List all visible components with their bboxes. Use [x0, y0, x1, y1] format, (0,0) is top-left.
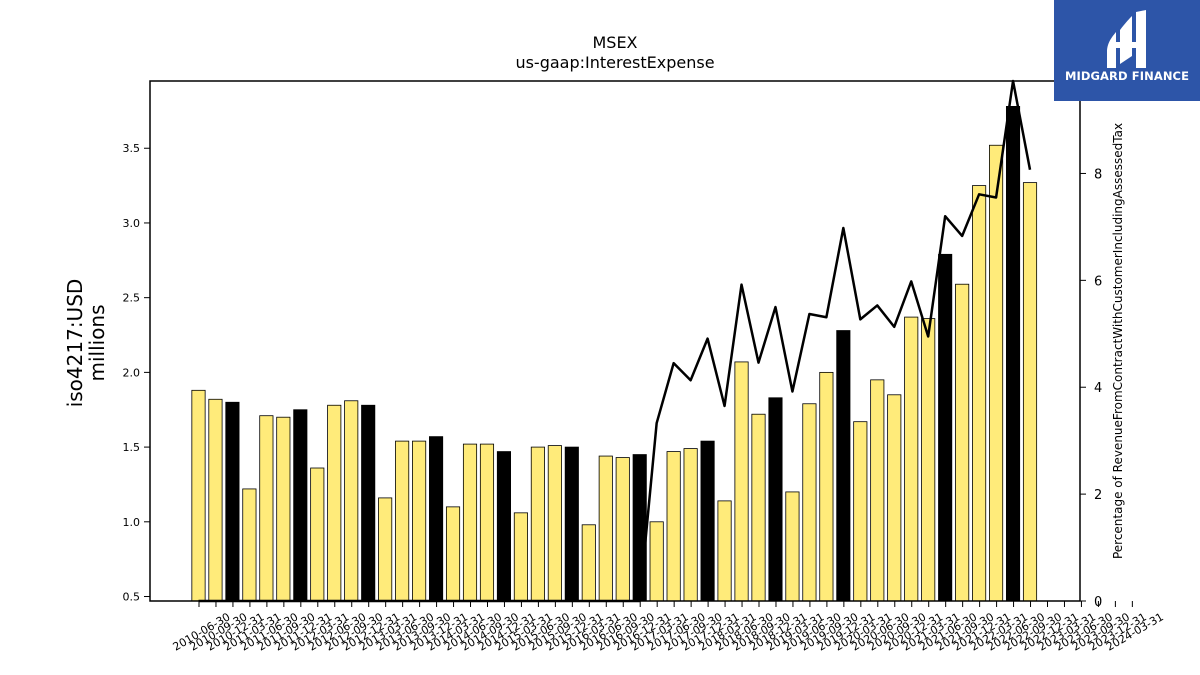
- bar-year-end: [632, 454, 647, 602]
- y2-axis-label: Percentage of RevenueFromContractWithCus…: [1111, 123, 1125, 559]
- y2-tick-label: 4: [1094, 381, 1102, 396]
- bar-year-end: [938, 253, 953, 602]
- chart-subtitle: us-gaap:InterestExpense: [515, 53, 714, 72]
- y-tick-label: 1.0: [123, 516, 141, 529]
- bar: [259, 415, 274, 602]
- bar: [921, 318, 936, 602]
- bar: [989, 144, 1004, 602]
- y-tick-label: 0.5: [123, 591, 141, 604]
- bar: [870, 379, 885, 602]
- y2-tick-label: 2: [1094, 488, 1102, 503]
- plot-frame: [149, 80, 1081, 602]
- y2-tick-label: 8: [1094, 167, 1102, 182]
- y-tick-label: 2.5: [123, 292, 141, 305]
- bar: [666, 451, 681, 602]
- bars: [191, 106, 1038, 602]
- bar: [547, 445, 562, 602]
- bar-year-end: [836, 330, 851, 602]
- bar-year-end: [429, 436, 444, 602]
- bar: [598, 455, 613, 602]
- y-axis: 0.5 1.0 1.5 2.0 2.5 3.0 3.5: [123, 142, 150, 604]
- bar-year-end: [496, 451, 511, 602]
- bar: [462, 443, 478, 602]
- bar: [972, 185, 987, 602]
- bar-year-end: [1005, 106, 1021, 602]
- y2-tick-label: 6: [1094, 274, 1102, 289]
- bar: [208, 398, 223, 602]
- bar: [802, 403, 817, 602]
- bar: [887, 394, 902, 602]
- y-axis-label: iso4217:USD: [63, 279, 87, 408]
- bar: [242, 488, 257, 602]
- x-axis: 2010-06-302010-09-302010-12-312011-03-31…: [171, 601, 1166, 654]
- bar: [904, 316, 919, 602]
- logo-text: MIDGARD FINANCE: [1064, 69, 1190, 83]
- bar: [412, 440, 427, 602]
- bar: [649, 521, 664, 602]
- chart-title: MSEX: [592, 33, 637, 52]
- bar: [683, 448, 698, 602]
- bar: [310, 467, 325, 602]
- bar-year-end: [768, 397, 783, 602]
- bar: [191, 389, 206, 602]
- bar-year-end: [700, 440, 715, 602]
- bar: [581, 524, 596, 602]
- y-axis-unit: millions: [85, 304, 109, 381]
- bar-year-end: [361, 404, 376, 602]
- bar: [276, 416, 291, 602]
- bar: [513, 512, 528, 602]
- y-tick-label: 1.5: [123, 441, 141, 454]
- bar: [530, 446, 545, 602]
- bar: [445, 506, 461, 602]
- bar: [344, 400, 359, 602]
- y-tick-label: 3.0: [123, 217, 141, 230]
- bar: [955, 283, 970, 602]
- bar: [327, 404, 342, 602]
- bar: [395, 440, 410, 602]
- y2-axis: 02468: [1080, 167, 1102, 610]
- y-tick-label: 2.0: [123, 366, 141, 379]
- bar: [734, 361, 749, 602]
- bar: [751, 413, 766, 602]
- bar: [378, 497, 393, 602]
- bar: [853, 421, 868, 602]
- bar: [819, 371, 834, 602]
- bar-year-end: [293, 409, 308, 602]
- bar: [479, 443, 495, 602]
- bar: [717, 500, 732, 602]
- y-tick-label: 3.5: [123, 142, 141, 155]
- bar: [615, 457, 630, 602]
- bar: [1022, 182, 1038, 602]
- bar: [785, 491, 800, 602]
- logo-mark-icon: [1107, 10, 1146, 68]
- logo: MIDGARD FINANCE: [1054, 0, 1200, 101]
- bar-year-end: [564, 446, 579, 602]
- bar-year-end: [225, 401, 240, 602]
